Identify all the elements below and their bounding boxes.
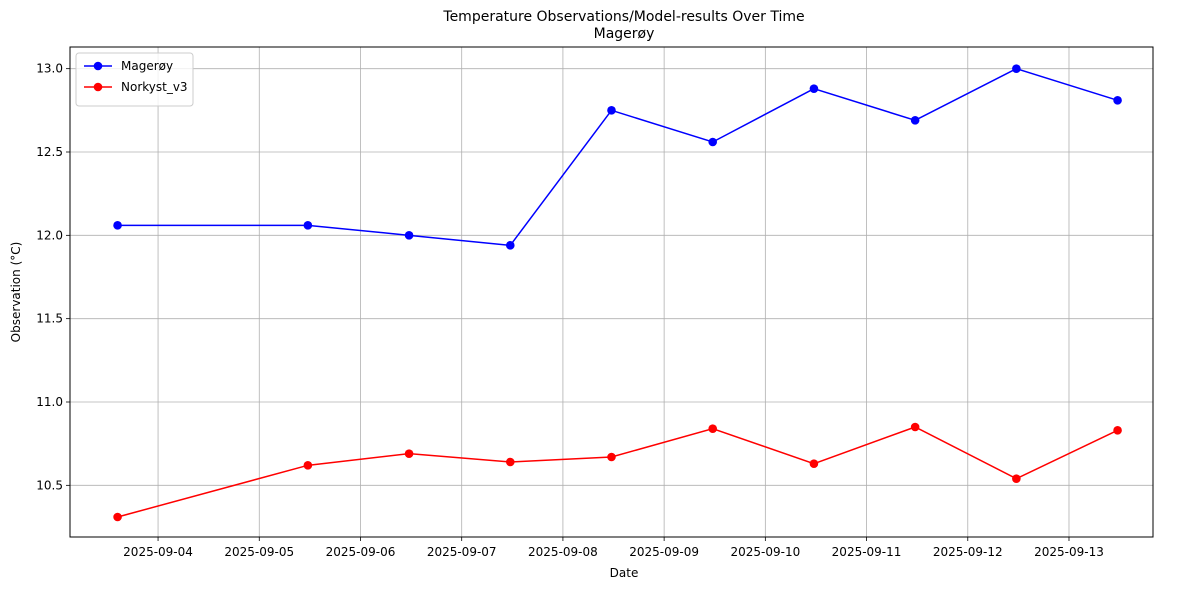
x-tick-label: 2025-09-10 xyxy=(730,545,800,559)
data-point-norkyst-v3 xyxy=(708,424,718,433)
x-tick-label: 2025-09-04 xyxy=(123,545,193,559)
data-point-norkyst-v3 xyxy=(113,512,122,522)
series-line-mager-y xyxy=(117,67,1118,247)
x-tick-label: 2025-09-06 xyxy=(326,545,396,559)
x-axis-label: Date xyxy=(610,566,639,580)
x-tick-label: 2025-09-09 xyxy=(629,545,699,559)
x-tick-label: 2025-09-13 xyxy=(1034,545,1104,559)
x-tick-label: 2025-09-12 xyxy=(933,545,1003,559)
chart-title: Temperature Observations/Model-results O… xyxy=(442,9,804,25)
data-point-mager-y xyxy=(505,241,515,250)
legend-swatch-marker xyxy=(93,61,103,71)
y-tick-label: 13.0 xyxy=(36,62,63,76)
data-point-mager-y xyxy=(303,221,313,230)
y-axis-label: Observation (°C) xyxy=(9,242,23,343)
y-tick-label: 10.5 xyxy=(36,478,63,492)
data-point-mager-y xyxy=(910,116,920,125)
data-point-mager-y xyxy=(404,231,414,240)
y-tick-label: 12.5 xyxy=(36,145,63,159)
data-point-mager-y xyxy=(1012,64,1021,73)
data-point-norkyst-v3 xyxy=(1113,426,1122,435)
data-point-norkyst-v3 xyxy=(404,449,414,458)
y-axis: 10.5 11.0 11.5 12.0 12.5 13.0 xyxy=(36,62,70,492)
data-point-norkyst-v3 xyxy=(1012,474,1021,483)
x-tick-label: 2025-09-08 xyxy=(528,545,598,559)
y-tick-label: 11.0 xyxy=(36,395,63,409)
y-tick-label: 11.5 xyxy=(36,312,63,326)
x-axis: 2025-09-04 2025-09-05 2025-09-06 2025-09-07… xyxy=(123,537,1104,559)
x-tick-label: 2025-09-05 xyxy=(224,545,294,559)
x-tick-label: 2025-09-11 xyxy=(832,545,902,559)
data-point-mager-y xyxy=(113,221,122,230)
data-point-norkyst-v3 xyxy=(303,461,313,470)
x-tick-label: 2025-09-07 xyxy=(427,545,497,559)
data-point-mager-y xyxy=(1113,96,1122,105)
legend: Magerøy Norkyst_v3 xyxy=(75,52,194,107)
legend-label: Norkyst_v3 xyxy=(121,80,188,94)
data-point-mager-y xyxy=(607,106,616,115)
chart-subtitle: Magerøy xyxy=(594,26,655,42)
data-point-norkyst-v3 xyxy=(607,452,616,462)
plot-frame xyxy=(69,46,1154,538)
data-point-norkyst-v3 xyxy=(809,459,819,468)
y-tick-label: 12.0 xyxy=(36,228,63,242)
legend-swatch-marker xyxy=(93,82,103,92)
series-line-norkyst-v3 xyxy=(117,426,1118,518)
grid xyxy=(70,47,1153,537)
data-point-norkyst-v3 xyxy=(505,457,515,467)
series-group xyxy=(113,64,1122,522)
data-point-norkyst-v3 xyxy=(910,422,920,432)
data-point-mager-y xyxy=(708,137,718,147)
data-point-mager-y xyxy=(809,84,819,93)
legend-label: Magerøy xyxy=(121,59,173,73)
